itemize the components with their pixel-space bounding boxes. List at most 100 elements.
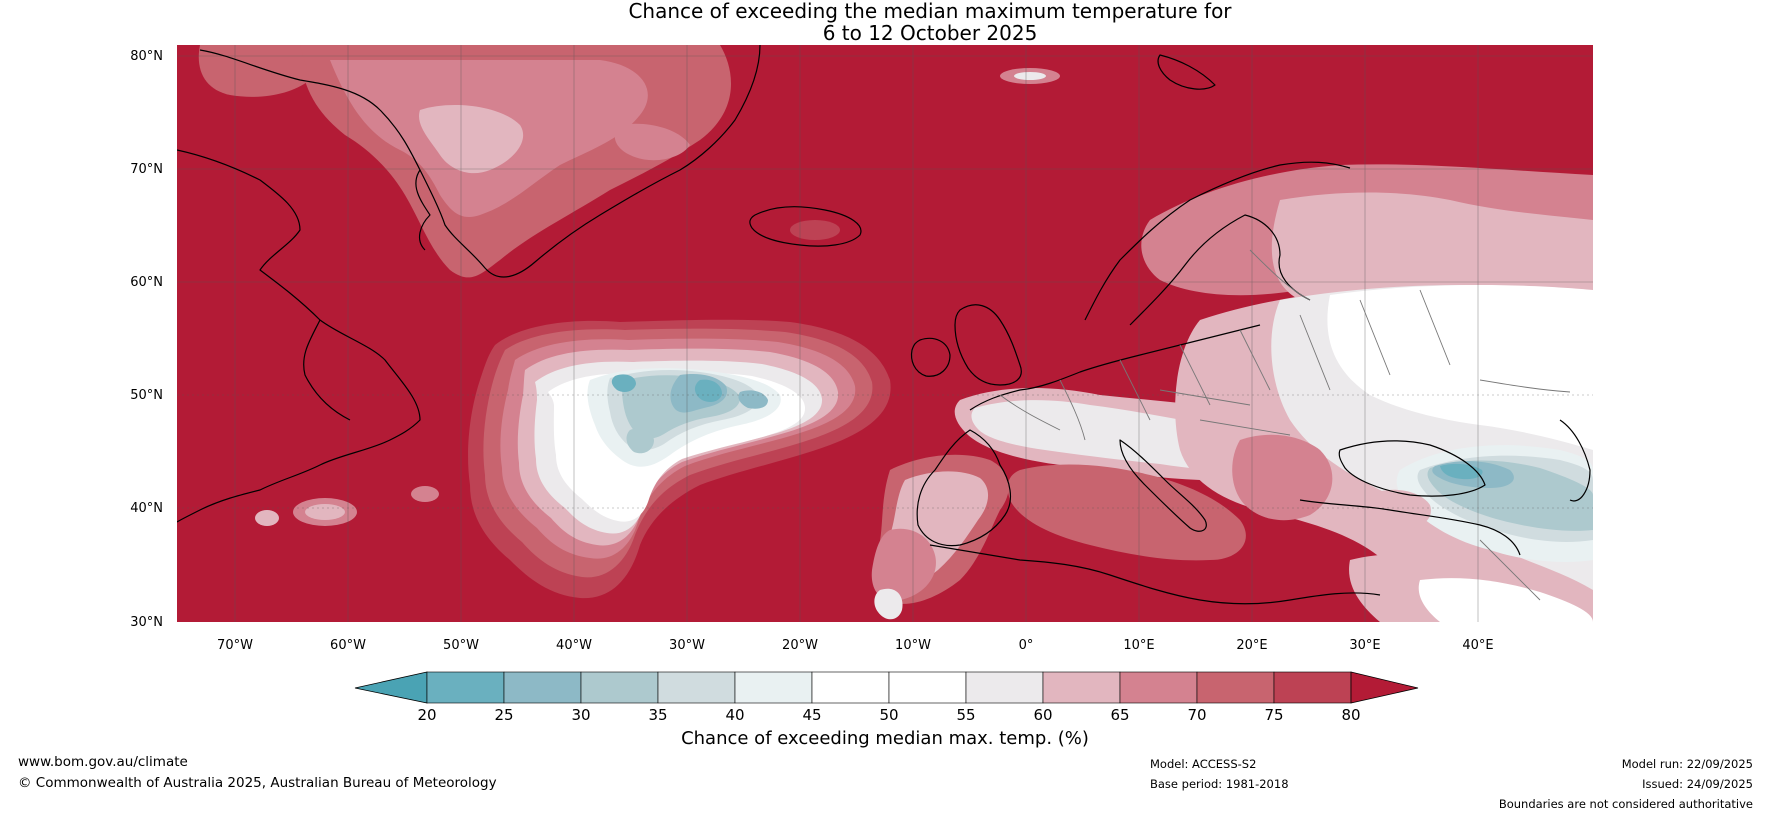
model-text: Model: ACCESS-S2 [1150,757,1257,771]
map-title: Chance of exceeding the median maximum t… [0,0,1770,44]
latitude-labels: 80°N 70°N 60°N 50°N 40°N 30°N [130,49,163,630]
coast-europe [969,324,1261,411]
map-field [177,45,1593,622]
copyright-text: © Commonwealth of Australia 2025, Austra… [18,775,497,791]
field-nwafrica-65-70 [871,528,936,601]
lat-label-60: 60°N [130,275,163,290]
field-middle-east-45-55 [1418,578,1593,622]
lat-label-70: 70°N [130,162,163,177]
field-balkans-70 [1232,434,1333,521]
coast-italy [1119,439,1207,532]
coast-ireland [910,337,951,377]
field-ne-europe-60-65 [1271,192,1593,316]
field-patch-iceland [790,220,840,240]
colorbar-arrow-low [354,671,428,704]
longitude-labels: 70°W 60°W 50°W 40°W 30°W 20°W 10°W 0° 10… [217,638,1494,653]
colorbar-bin-35-40 [657,671,736,704]
field-turkey-anatolia [1370,489,1431,529]
colorbar-bin-20-25 [426,671,505,704]
lon-label-20e: 20°E [1236,638,1267,653]
lon-label-20w: 20°W [782,638,818,653]
colorbar-arrow-high [1350,671,1419,704]
coast-black-sea [1338,440,1486,497]
coast-labrador [303,319,351,421]
colorbar-bin-30-35 [580,671,659,704]
colorbar-label: Chance of exceeding median max. temp. (%… [681,728,1089,749]
field-atlantic-20-25-a [694,379,722,402]
colorbar-tick-45: 45 [802,706,821,724]
base-period-text: Base period: 1981-2018 [1150,777,1289,791]
lon-label-30e: 30°E [1349,638,1380,653]
colorbar-tick-70: 70 [1187,706,1206,724]
colorbar-bin-25-30 [503,671,582,704]
lon-label-0: 0° [1019,638,1034,653]
lat-label-40: 40°N [130,501,163,516]
field-patch-arctic-2 [1014,72,1046,80]
colorbar-bin-60-65 [1042,671,1121,704]
coast-greenland [199,45,761,278]
colorbar-bin-40-45 [734,671,813,704]
colorbar-tick-20: 20 [417,706,436,724]
colorbar-bin-70-75 [1196,671,1275,704]
colorbar-bin-50-55 [888,671,967,704]
national-borders [999,249,1571,601]
field-atlantic-25-30-b [738,390,768,409]
colorbar-bin-65-70 [1119,671,1198,704]
colorbar-tick-40: 40 [725,706,744,724]
field-greenland-east [614,123,690,161]
colorbar-tick-55: 55 [956,706,975,724]
lat-label-80: 80°N [130,49,163,64]
colorbar-bin-45-50 [811,671,890,704]
title-line-2: 6 to 12 October 2025 [822,21,1038,45]
coast-iberia [916,429,1012,547]
colorbar-tick-75: 75 [1264,706,1283,724]
colorbar-tick-65: 65 [1110,706,1129,724]
colorbar: 20 25 30 35 40 45 50 55 60 65 70 75 80 [354,671,1419,724]
colorbar-tick-50: 50 [879,706,898,724]
title-line-1: Chance of exceeding the median maximum t… [628,0,1232,23]
coast-uk [954,304,1022,386]
coast-greenland-w [415,169,431,251]
coastlines [177,45,1591,605]
coast-canada [177,149,421,523]
colorbar-bin-55-60 [965,671,1044,704]
field-patch-nfld-3 [305,504,345,520]
field-patch-nfld-4 [255,510,279,526]
coast-caspian [1559,419,1591,502]
lon-label-70w: 70°W [217,638,253,653]
colorbar-tick-30: 30 [571,706,590,724]
field-atlantic-20-25-b [611,374,636,392]
colorbar-ticks: 20 25 30 35 40 45 50 55 60 65 70 75 80 [417,706,1360,724]
website-link[interactable]: www.bom.gov.au/climate [18,754,188,770]
lon-label-60w: 60°W [330,638,366,653]
lon-label-30w: 30°W [669,638,705,653]
field-patch-nfld-1 [411,486,439,502]
graticule [177,45,1593,622]
lon-label-50w: 50°W [443,638,479,653]
field-eastern-europe-ukraine [1399,291,1593,387]
colorbar-tick-80: 80 [1341,706,1360,724]
model-run-text: Model run: 22/09/2025 [1621,757,1753,771]
field-med-sea-75 [1007,464,1246,561]
coast-turkey [1299,499,1521,556]
colorbar-tick-35: 35 [648,706,667,724]
disclaimer-text: Boundaries are not considered authoritat… [1498,797,1753,811]
coast-svalbard [1157,54,1216,90]
coast-iceland [749,206,862,247]
field-greenland-60-65 [419,105,524,174]
lon-label-40w: 40°W [556,638,592,653]
colorbar-tick-60: 60 [1033,706,1052,724]
lon-label-10e: 10°E [1123,638,1154,653]
lon-label-10w: 10°W [895,638,931,653]
lat-label-30: 30°N [130,615,163,630]
coast-north-africa [929,544,1381,605]
coast-norway [1084,161,1351,321]
field-canaries-white [874,588,903,620]
issued-text: Issued: 24/09/2025 [1642,777,1753,791]
lat-label-50: 50°N [130,388,163,403]
field-atlantic-30-35-c [626,428,654,454]
colorbar-bin-75-80 [1273,671,1352,704]
field-greenland-nw [198,45,310,97]
lon-label-40e: 40°E [1462,638,1493,653]
